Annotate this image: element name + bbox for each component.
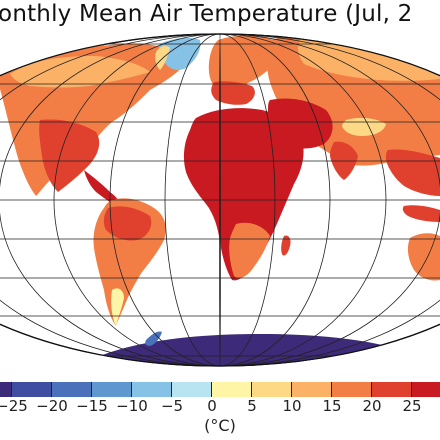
landmass-tibet — [342, 117, 386, 136]
landmass-southern-europe — [211, 81, 255, 105]
landmass-japan — [422, 94, 438, 117]
colorbar-bin — [212, 382, 252, 397]
colorbar — [0, 382, 440, 398]
colorbar-tick-label: −15 — [76, 397, 108, 415]
colorbar-bin — [92, 382, 132, 397]
colorbar-tick-label: 20 — [362, 397, 382, 415]
colorbar-tick-label: −25 — [0, 397, 28, 415]
colorbar-bin — [0, 382, 12, 397]
landmass-north-america-south — [39, 119, 100, 192]
colorbar-bin — [132, 382, 172, 397]
colorbar-tick-label: 0 — [207, 397, 217, 415]
colorbar-tick-label: 5 — [247, 397, 257, 415]
graticule — [0, 34, 440, 366]
colorbar-tick-label: 10 — [282, 397, 302, 415]
landmass-southern-africa — [229, 222, 270, 279]
landmass-madagascar — [281, 235, 291, 256]
world-temperature-map — [0, 33, 440, 367]
colorbar-bin — [52, 382, 92, 397]
landmass-greenland — [159, 37, 201, 70]
landmass-middle-east — [268, 98, 333, 149]
colorbar-tick-label: −10 — [116, 397, 148, 415]
colorbar-bin — [412, 382, 440, 397]
landmass-patagonia — [111, 288, 124, 326]
colorbar-units-label: (°C) — [204, 416, 236, 435]
landmass-indonesia — [402, 205, 440, 222]
colorbar-tick-label: −5 — [160, 397, 184, 415]
colorbar-bin — [332, 382, 372, 397]
landmass-antarctic-peninsula — [145, 331, 162, 346]
landmass-central-america — [84, 170, 121, 208]
colorbar-bin — [252, 382, 292, 397]
colorbar-tick-label: 25 — [402, 397, 422, 415]
landmass-africa — [183, 108, 304, 281]
colorbar-tick-label: −20 — [36, 397, 68, 415]
landmass-amazon — [103, 206, 152, 241]
colorbar-tick-label: 15 — [322, 397, 342, 415]
colorbar-bin — [172, 382, 212, 397]
landmass-europe — [208, 35, 277, 89]
colorbar-bin — [372, 382, 412, 397]
colorbar-bin — [12, 382, 52, 397]
colorbar-bin — [292, 382, 332, 397]
landmass-australia-edge — [407, 233, 440, 281]
map-title: Monthly Mean Air Temperature (Jul, 2 — [0, 1, 413, 27]
